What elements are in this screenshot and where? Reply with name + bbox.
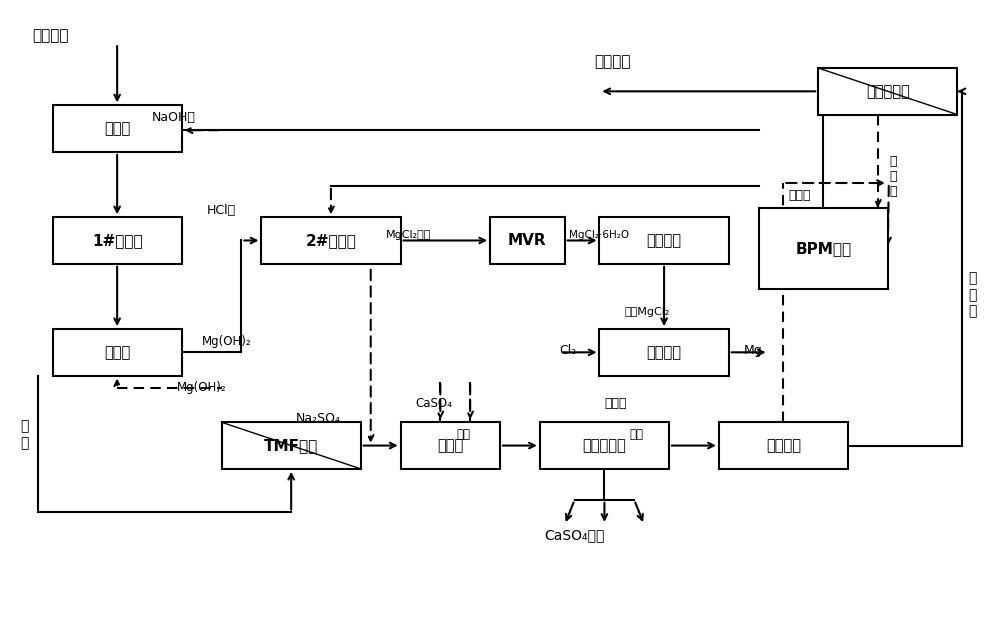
Text: 废液: 废液: [629, 428, 643, 441]
Bar: [599, 217, 729, 264]
Bar: [599, 329, 729, 376]
Text: 预沉池: 预沉池: [104, 121, 130, 136]
Bar: [401, 422, 500, 469]
Text: 产水回用: 产水回用: [594, 55, 631, 70]
Text: Na₂SO₄: Na₂SO₄: [296, 413, 341, 425]
Text: Mg: Mg: [744, 344, 762, 357]
Text: 水力旋流器: 水力旋流器: [583, 438, 626, 453]
Text: CaSO₄晶须: CaSO₄晶须: [544, 528, 605, 542]
Text: 电解装置: 电解装置: [647, 345, 682, 360]
Bar: [719, 422, 848, 469]
Text: 透
析
液: 透 析 液: [968, 271, 977, 318]
Bar: [53, 105, 182, 152]
Text: MVR: MVR: [508, 233, 547, 248]
Bar: [759, 208, 888, 288]
Text: BPM系统: BPM系统: [795, 241, 851, 256]
Text: Cl₂: Cl₂: [560, 344, 577, 357]
Bar: [540, 422, 669, 469]
Bar: [490, 217, 565, 264]
Text: 反渗透系统: 反渗透系统: [866, 84, 910, 99]
Bar: [53, 217, 182, 264]
Bar: [53, 329, 182, 376]
Text: 1#反应池: 1#反应池: [92, 233, 142, 248]
Text: 料
液: 料 液: [20, 419, 29, 450]
Text: 浓缩液: 浓缩液: [604, 397, 627, 410]
Text: 废液: 废液: [456, 428, 470, 441]
Text: 浓
缩
液: 浓 缩 液: [889, 155, 897, 198]
Text: MgCl₂·6H₂O: MgCl₂·6H₂O: [569, 230, 629, 240]
Text: MgCl₂溶液: MgCl₂溶液: [386, 230, 431, 240]
Bar: [261, 217, 401, 264]
Text: NaOH液: NaOH液: [152, 111, 196, 124]
Text: Mg(OH)₂: Mg(OH)₂: [202, 335, 251, 348]
Bar: [818, 68, 957, 115]
Text: 浓缩液: 浓缩液: [788, 189, 811, 203]
Text: TMF系统: TMF系统: [264, 438, 318, 453]
Text: 晶种罐: 晶种罐: [437, 438, 463, 453]
Text: CaSO₄: CaSO₄: [415, 397, 452, 410]
Bar: [222, 422, 361, 469]
Text: HCl液: HCl液: [207, 204, 236, 217]
Text: 无水MgCl₂: 无水MgCl₂: [624, 307, 670, 317]
Text: Mg(OH)₂: Mg(OH)₂: [177, 381, 226, 394]
Text: 干燥系统: 干燥系统: [647, 233, 682, 248]
Text: 脱硫废水: 脱硫废水: [33, 28, 69, 43]
Text: 浓缩池: 浓缩池: [104, 345, 130, 360]
Text: 纳滤系统: 纳滤系统: [766, 438, 801, 453]
Text: 2#反应池: 2#反应池: [306, 233, 356, 248]
